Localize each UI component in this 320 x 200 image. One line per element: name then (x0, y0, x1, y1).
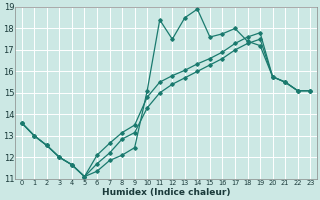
X-axis label: Humidex (Indice chaleur): Humidex (Indice chaleur) (102, 188, 230, 197)
